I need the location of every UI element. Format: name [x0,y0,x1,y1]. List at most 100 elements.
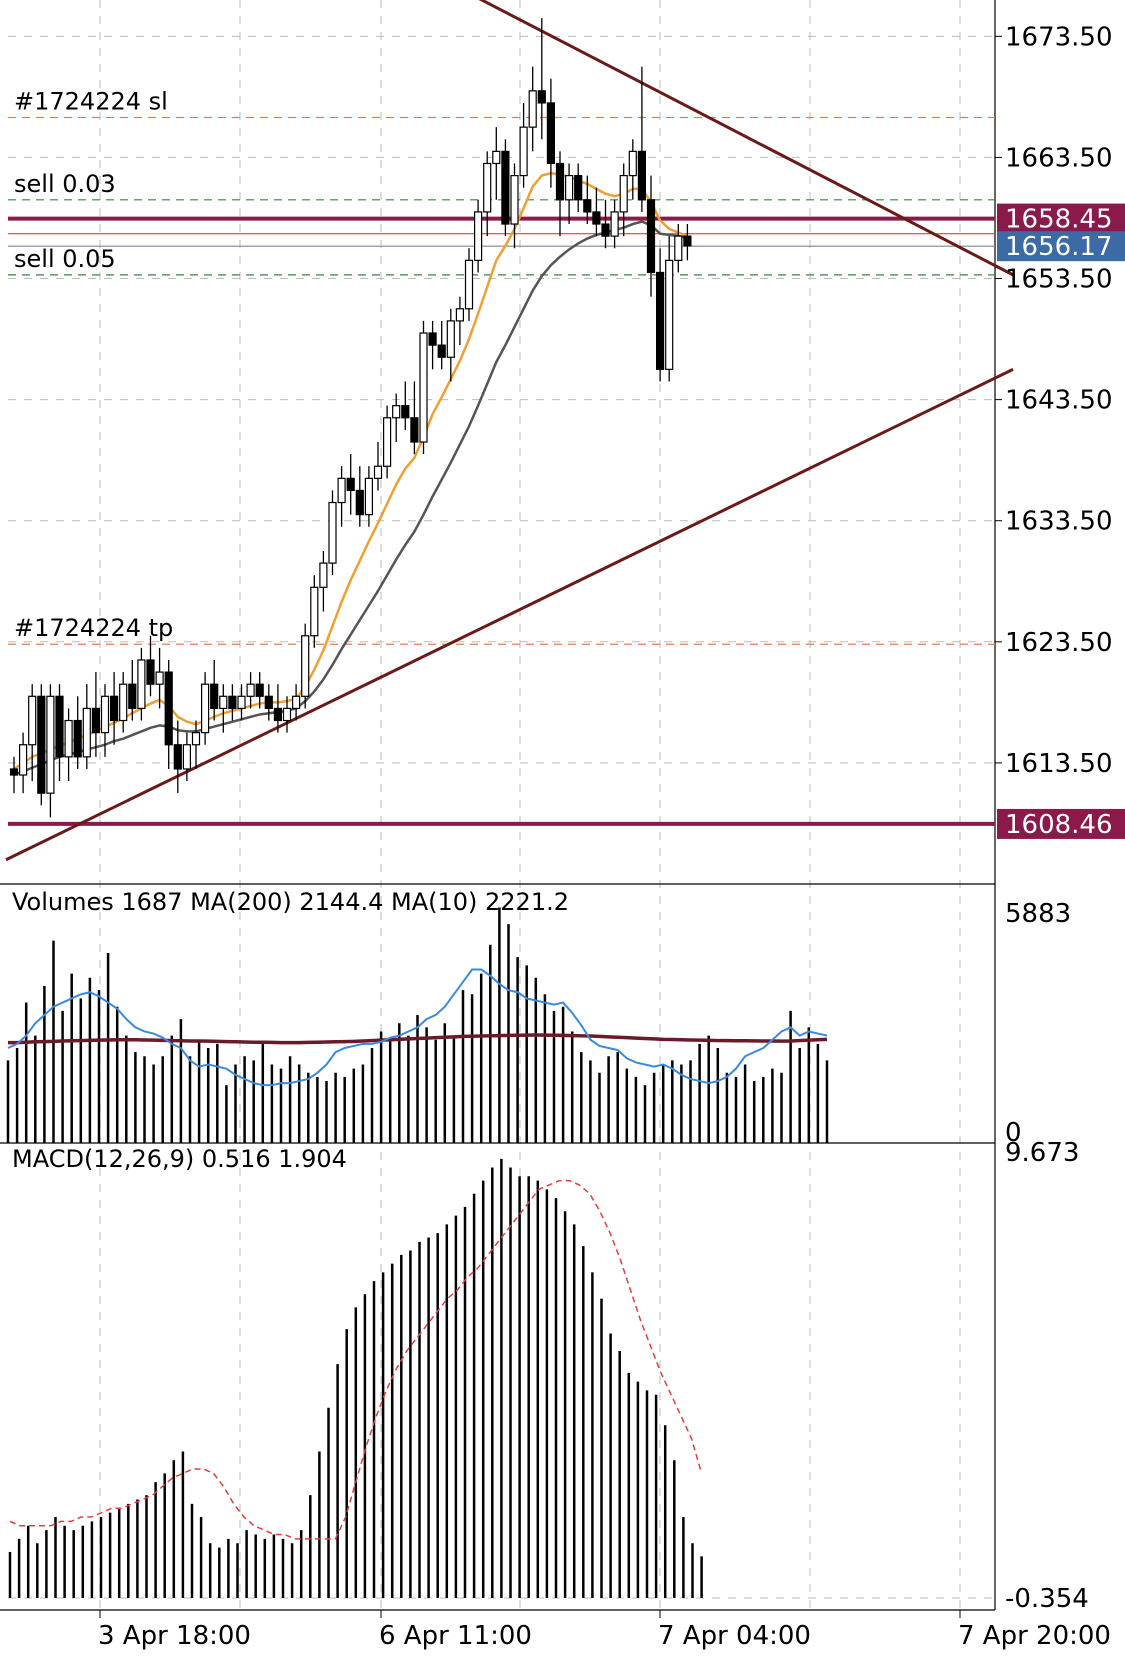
candle-body [646,199,656,274]
candle-body [610,211,619,237]
price-panel: #1724224 sl sell 0.03 sell 0.05 #1724224 tp [5,0,1014,862]
candle-body [255,683,264,697]
candle-body [537,90,546,104]
candle-body [137,659,146,710]
candle [191,720,201,769]
candle [228,684,237,721]
volume-tick-label: 0 [1005,1118,1022,1148]
candle-body [383,417,392,467]
candle-body [455,308,464,322]
candle [46,684,55,818]
candle [19,732,28,794]
candle [137,647,146,721]
candle [637,66,647,212]
candle [655,248,665,382]
candle-body [628,150,637,177]
candle-body [574,174,583,201]
candle-body [219,695,228,710]
candle [519,102,528,188]
grid-lines [8,0,995,1610]
candle [255,672,264,709]
candle-body [73,719,82,758]
candle [437,320,446,370]
candle-body [665,259,674,370]
candle-body [201,683,210,734]
candle-body [173,744,182,770]
candle-body [9,768,19,776]
order-label: #1724224 tp [14,614,173,642]
candle [392,393,401,442]
candle [119,672,128,733]
candle [401,381,410,430]
candle [601,199,610,249]
macd-tick-label: 9.673 [1005,1138,1079,1168]
candle [646,175,656,297]
candle-body [674,235,683,261]
candle-body [637,150,647,201]
candle-body [592,211,601,225]
candle [455,296,464,346]
candle-body [264,695,273,710]
candle [492,127,501,200]
candle-body [483,162,492,213]
candle-body [437,344,446,358]
candle [419,320,428,455]
candle [574,163,583,212]
volume-tick-label: 5883 [1005,899,1071,929]
candle [364,466,373,527]
candle-body [282,707,292,722]
candle [264,684,273,721]
candle-body [619,174,628,213]
candle [82,684,91,769]
candle-body [292,695,301,710]
candle-body [19,744,28,776]
candle [219,684,228,733]
candle-body [428,332,437,346]
candle-body [328,501,337,564]
candle-body [501,150,510,225]
price-tick-label: 1623.50 [1005,628,1113,658]
price-tick-label: 1663.50 [1005,143,1113,173]
candle [9,756,19,794]
candle [246,672,255,709]
candle [628,139,637,200]
candle-body [392,405,401,419]
candle [355,466,364,527]
candle-body [373,465,383,479]
price-tick-label: 1653.50 [1005,265,1113,295]
candle-body [546,102,556,165]
candle-body [28,695,37,746]
candle-body [683,235,692,247]
order-label: #1724224 sl [14,87,168,115]
candle-body [510,174,519,225]
candle-body [464,259,474,310]
order-label: sell 0.03 [14,170,116,198]
candle-body [337,477,346,504]
candle [100,684,110,757]
macd-signal-line [9,1179,703,1540]
candle [55,684,64,782]
panel-borders [0,0,996,1611]
candle [28,684,37,782]
candle [155,647,164,709]
price-tick-label: 1633.50 [1005,507,1113,537]
time-tick-label: 3 Apr 18:00 [98,1621,251,1651]
time-tick-label: 6 Apr 11:00 [379,1621,532,1651]
candle [428,320,437,370]
candle-body [146,659,155,685]
time-tick-label: 7 Apr 04:00 [658,1621,811,1651]
candle-body [119,683,128,722]
candle [665,236,674,382]
price-tick-label: 1643.50 [1005,386,1113,416]
candle-body [419,332,428,443]
candle [328,490,337,576]
candle [446,308,455,382]
candle-body [246,683,255,697]
candle [619,163,628,237]
candle-body [655,271,665,370]
price-tick-label: 1613.50 [1005,749,1113,779]
price-badge-label: 1656.17 [1005,232,1113,262]
candle-body [401,405,410,419]
candle [410,381,419,455]
